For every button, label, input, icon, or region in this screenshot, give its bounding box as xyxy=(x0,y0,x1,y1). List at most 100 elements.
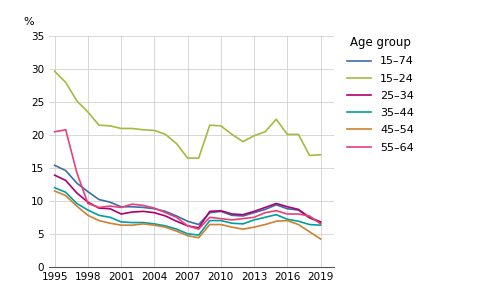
55–64 xyxy=(306,214,312,218)
25–34 xyxy=(218,209,224,212)
35–44 xyxy=(129,221,135,225)
25–34 xyxy=(85,200,91,204)
15–74 xyxy=(240,214,246,218)
15–24 xyxy=(284,133,290,136)
35–44 xyxy=(273,213,279,216)
25–34 xyxy=(107,207,113,211)
35–44 xyxy=(151,222,157,226)
55–64 xyxy=(96,206,102,209)
45–54 xyxy=(85,214,91,217)
15–24 xyxy=(318,153,324,157)
55–64 xyxy=(207,215,213,219)
Legend: 15–74, 15–24, 25–34, 35–44, 45–54, 55–64: 15–74, 15–24, 25–34, 35–44, 45–54, 55–64 xyxy=(342,32,418,157)
35–44 xyxy=(207,219,213,222)
Line: 35–44: 35–44 xyxy=(55,188,321,235)
25–34 xyxy=(151,211,157,215)
35–44 xyxy=(251,218,257,222)
25–34 xyxy=(296,208,301,211)
15–24 xyxy=(306,154,312,157)
35–44 xyxy=(74,202,80,205)
45–54 xyxy=(107,221,113,225)
35–44 xyxy=(174,227,180,231)
55–64 xyxy=(284,212,290,216)
55–64 xyxy=(262,211,268,215)
45–54 xyxy=(74,204,80,208)
Line: 45–54: 45–54 xyxy=(55,191,321,239)
15–74 xyxy=(74,181,80,185)
25–34 xyxy=(74,191,80,195)
25–34 xyxy=(96,206,102,210)
35–44 xyxy=(85,208,91,212)
45–54 xyxy=(296,223,301,226)
15–24 xyxy=(218,124,224,128)
15–24 xyxy=(196,156,202,160)
15–74 xyxy=(262,208,268,211)
35–44 xyxy=(284,218,290,221)
55–64 xyxy=(129,202,135,206)
15–74 xyxy=(129,205,135,208)
45–54 xyxy=(251,225,257,229)
15–24 xyxy=(207,123,213,127)
15–74 xyxy=(318,221,324,225)
15–74 xyxy=(306,216,312,220)
55–64 xyxy=(185,224,191,228)
45–54 xyxy=(218,223,224,226)
45–54 xyxy=(240,227,246,231)
Text: %: % xyxy=(24,17,34,27)
25–34 xyxy=(140,210,146,213)
55–64 xyxy=(140,204,146,207)
15–74 xyxy=(196,223,202,226)
55–64 xyxy=(85,202,91,205)
15–74 xyxy=(229,214,235,217)
35–44 xyxy=(163,224,168,228)
55–64 xyxy=(74,171,80,174)
45–54 xyxy=(185,234,191,238)
45–54 xyxy=(306,230,312,234)
25–34 xyxy=(174,219,180,223)
25–34 xyxy=(185,224,191,228)
55–64 xyxy=(107,204,113,208)
15–24 xyxy=(118,127,124,130)
15–74 xyxy=(140,206,146,209)
35–44 xyxy=(185,232,191,235)
25–34 xyxy=(262,206,268,209)
15–24 xyxy=(296,133,301,136)
15–24 xyxy=(240,140,246,143)
45–54 xyxy=(63,194,69,197)
45–54 xyxy=(96,219,102,222)
35–44 xyxy=(96,214,102,217)
15–24 xyxy=(185,156,191,160)
35–44 xyxy=(52,186,57,189)
45–54 xyxy=(318,237,324,241)
15–74 xyxy=(52,164,57,167)
15–74 xyxy=(174,214,180,218)
45–54 xyxy=(207,223,213,226)
55–64 xyxy=(118,206,124,209)
25–34 xyxy=(284,205,290,208)
25–34 xyxy=(251,210,257,213)
55–64 xyxy=(163,211,168,215)
55–64 xyxy=(63,128,69,132)
Line: 25–34: 25–34 xyxy=(55,175,321,228)
Line: 55–64: 55–64 xyxy=(55,130,321,229)
55–64 xyxy=(251,215,257,219)
55–64 xyxy=(296,212,301,216)
35–44 xyxy=(306,223,312,226)
15–24 xyxy=(229,133,235,136)
15–74 xyxy=(251,211,257,215)
45–54 xyxy=(273,219,279,223)
35–44 xyxy=(218,219,224,222)
Line: 15–74: 15–74 xyxy=(55,165,321,225)
25–34 xyxy=(129,210,135,214)
25–34 xyxy=(240,213,246,216)
25–34 xyxy=(63,179,69,182)
15–74 xyxy=(185,219,191,223)
45–54 xyxy=(151,223,157,227)
35–44 xyxy=(318,223,324,227)
45–54 xyxy=(196,236,202,239)
25–34 xyxy=(306,215,312,219)
15–24 xyxy=(163,133,168,136)
45–54 xyxy=(52,189,57,193)
55–64 xyxy=(229,218,235,222)
25–34 xyxy=(52,173,57,177)
